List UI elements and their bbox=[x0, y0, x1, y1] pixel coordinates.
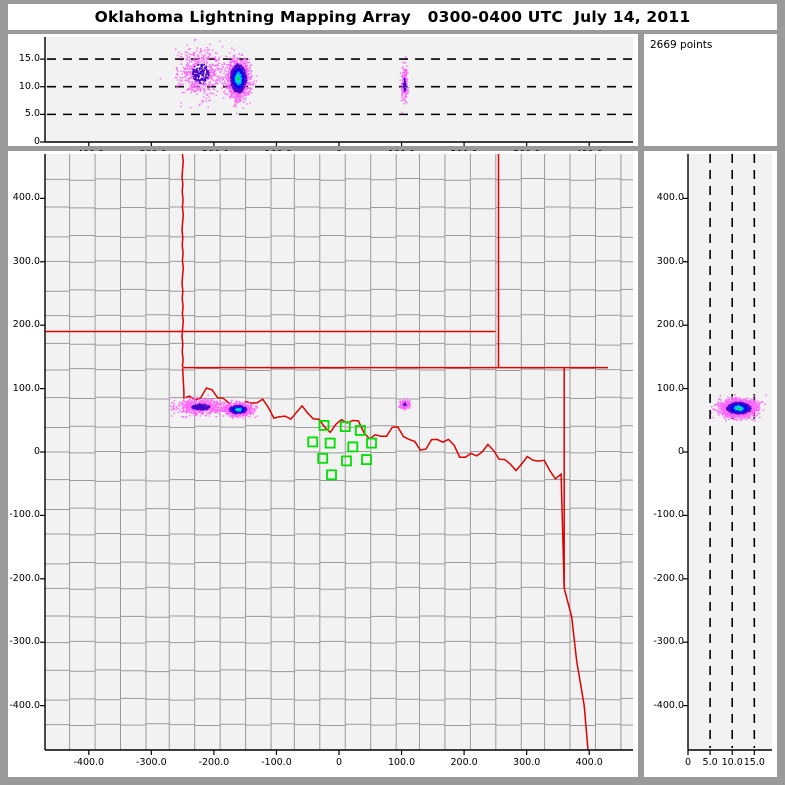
side-ytick-label: 200.0 bbox=[656, 319, 684, 331]
map-xtick-label: 400.0 bbox=[575, 757, 603, 768]
map-xtick-label: 300.0 bbox=[513, 757, 541, 768]
side-ytick-label: -400.0 bbox=[653, 699, 684, 711]
map-xtick-label: -300.0 bbox=[136, 757, 167, 768]
map-ytick-label: 400.0 bbox=[12, 192, 40, 204]
map-ytick-label: -100.0 bbox=[9, 509, 40, 521]
map-ytick-label: -300.0 bbox=[9, 636, 40, 648]
panel-altitude-vs-north-south: 0 5.0 10.0 15.0 -400.0 -300.0 -200.0 -100.0 0 100… bbox=[644, 151, 777, 777]
side-ytick-label: 0 bbox=[677, 446, 684, 457]
panel-altitude-vs-east-west: -400.0-300.0-200.0-100.00100.0200.0300.0… bbox=[8, 34, 638, 160]
top-plot-area bbox=[45, 37, 633, 142]
side-xtick-label: 10.0 bbox=[721, 757, 743, 768]
side-ytick-label: -300.0 bbox=[653, 636, 684, 648]
map-xtick-label: -400.0 bbox=[73, 757, 105, 768]
map-ytick-label: -200.0 bbox=[9, 572, 40, 584]
side-xtick-label: 15.0 bbox=[743, 757, 765, 768]
map-xtick-label: -100.0 bbox=[261, 757, 292, 768]
map-xtick-label: 200.0 bbox=[450, 757, 478, 768]
top-panel-canvas bbox=[40, 37, 633, 146]
map-ytick-label: 100.0 bbox=[12, 382, 40, 394]
title-bar: Oklahoma Lightning Mapping Array 0300-04… bbox=[8, 4, 777, 30]
top-ytick-label: 10.0 bbox=[18, 80, 40, 92]
page-title: Oklahoma Lightning Mapping Array 0300-04… bbox=[94, 8, 691, 26]
side-ytick-label: 100.0 bbox=[656, 382, 684, 394]
side-ytick-label: 300.0 bbox=[656, 255, 684, 267]
side-xtick-label: 0 bbox=[684, 757, 692, 768]
map-xtick-label: 100.0 bbox=[387, 757, 416, 768]
map-xtick-label: 0 bbox=[335, 757, 343, 768]
map-canvas bbox=[40, 154, 633, 755]
side-ytick-label: -200.0 bbox=[653, 572, 684, 584]
top-ytick-label: 0 bbox=[33, 136, 40, 147]
map-xtick-label: -200.0 bbox=[198, 757, 230, 768]
map-ytick-label: 200.0 bbox=[12, 319, 40, 331]
side-ytick-label: 400.0 bbox=[656, 192, 684, 204]
top-ytick-label: 15.0 bbox=[18, 53, 40, 65]
top-ytick-label: 5.0 bbox=[24, 108, 40, 120]
map-ytick-label: -400.0 bbox=[9, 699, 40, 711]
panel-plan-view-map: -400.0 -300.0 -200.0 -100.0 0 100.0 200.0 300.0… bbox=[8, 151, 638, 777]
side-ytick-label: -100.0 bbox=[653, 509, 684, 521]
map-ytick-label: 0 bbox=[33, 446, 40, 457]
side-xtick-label: 5.0 bbox=[702, 757, 718, 768]
map-ytick-label: 300.0 bbox=[12, 255, 40, 267]
side-plot-area bbox=[688, 154, 772, 750]
points-count-label: 2669 points bbox=[650, 39, 713, 51]
side-panel-canvas bbox=[683, 154, 772, 755]
panel-point-count: 2669 points bbox=[644, 34, 777, 146]
